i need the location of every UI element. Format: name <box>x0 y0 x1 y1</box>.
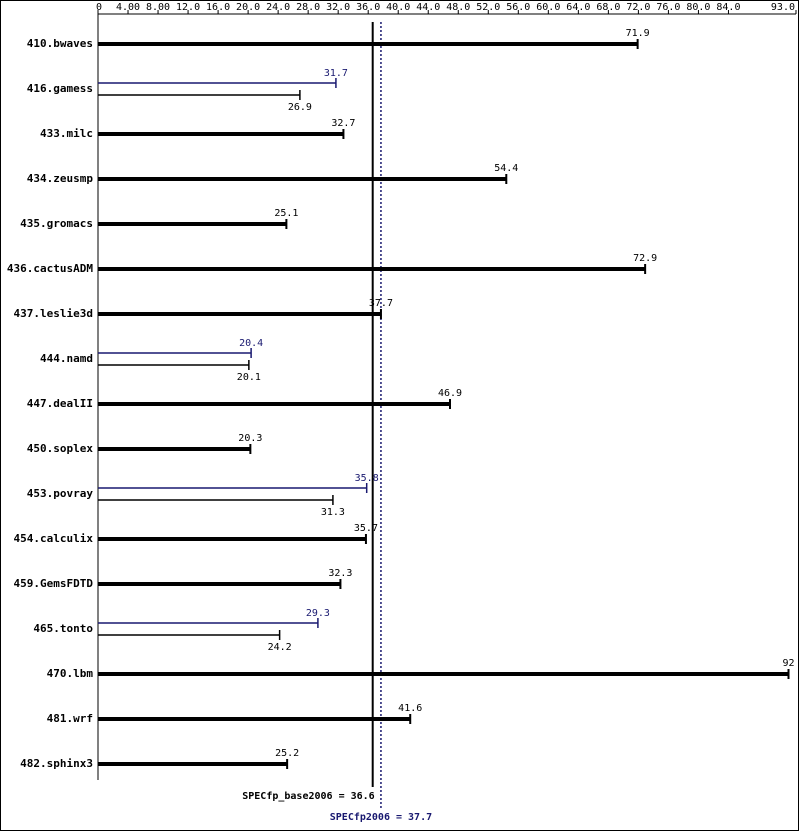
value-label: 37.7 <box>369 298 393 309</box>
x-tick-label: 24.0 <box>266 2 290 13</box>
category-label: 433.milc <box>40 127 93 140</box>
x-tick-label: 28.0 <box>296 2 320 13</box>
x-tick-label: 64.0 <box>566 2 590 13</box>
x-tick-label: 4.00 <box>116 2 140 13</box>
value-label: 25.1 <box>274 208 298 219</box>
value-label: 24.2 <box>268 642 292 653</box>
x-tick-label: 0 <box>96 2 102 13</box>
category-label: 435.gromacs <box>20 217 93 230</box>
reference-label: SPECfp2006 = 37.7 <box>330 812 432 823</box>
x-tick-label: 68.0 <box>596 2 620 13</box>
category-label: 470.lbm <box>47 667 94 680</box>
category-label: 450.soplex <box>27 442 94 455</box>
x-tick-label: 44.0 <box>416 2 440 13</box>
value-label: 31.7 <box>324 68 348 79</box>
x-tick-label: 60.0 <box>536 2 560 13</box>
x-tick-label: 80.0 <box>686 2 710 13</box>
x-tick-label: 48.0 <box>446 2 470 13</box>
value-label: 41.6 <box>398 703 422 714</box>
value-label: 32.7 <box>331 118 355 129</box>
value-label: 92 <box>782 658 794 669</box>
category-label: 482.sphinx3 <box>20 757 93 770</box>
x-tick-label: 20.0 <box>236 2 260 13</box>
x-tick-label: 40.0 <box>386 2 410 13</box>
value-label: 31.3 <box>321 507 345 518</box>
reference-label: SPECfp_base2006 = 36.6 <box>242 791 374 802</box>
x-tick-label: 12.0 <box>176 2 200 13</box>
x-tick-label: 56.0 <box>506 2 530 13</box>
category-label: 410.bwaves <box>27 37 93 50</box>
value-label: 54.4 <box>494 163 518 174</box>
x-tick-label: 72.0 <box>626 2 650 13</box>
value-label: 20.1 <box>237 372 261 383</box>
category-label: 436.cactusADM <box>7 262 93 275</box>
value-label: 71.9 <box>626 28 650 39</box>
category-label: 465.tonto <box>33 622 93 635</box>
x-tick-label: 84.0 <box>716 2 740 13</box>
x-tick-label: 52.0 <box>476 2 500 13</box>
x-tick-label: 36.0 <box>356 2 380 13</box>
category-label: 454.calculix <box>14 532 94 545</box>
category-label: 453.povray <box>27 487 94 500</box>
x-tick-label: 32.0 <box>326 2 350 13</box>
value-label: 20.4 <box>239 338 263 349</box>
value-label: 72.9 <box>633 253 657 264</box>
value-label: 29.3 <box>306 608 330 619</box>
value-label: 25.2 <box>275 748 299 759</box>
x-tick-label: 16.0 <box>206 2 230 13</box>
category-label: 447.dealII <box>27 397 93 410</box>
category-label: 444.namd <box>40 352 93 365</box>
category-label: 481.wrf <box>47 712 93 725</box>
value-label: 35.8 <box>355 473 379 484</box>
x-tick-label: 8.00 <box>146 2 170 13</box>
category-label: 459.GemsFDTD <box>14 577 94 590</box>
category-label: 416.gamess <box>27 82 93 95</box>
value-label: 20.3 <box>238 433 262 444</box>
value-label: 26.9 <box>288 102 312 113</box>
x-tick-label: 93.0 <box>771 2 795 13</box>
value-label: 32.3 <box>328 568 352 579</box>
value-label: 46.9 <box>438 388 462 399</box>
category-label: 434.zeusmp <box>27 172 94 185</box>
x-tick-label: 76.0 <box>656 2 680 13</box>
category-label: 437.leslie3d <box>14 307 93 320</box>
value-label: 35.7 <box>354 523 378 534</box>
